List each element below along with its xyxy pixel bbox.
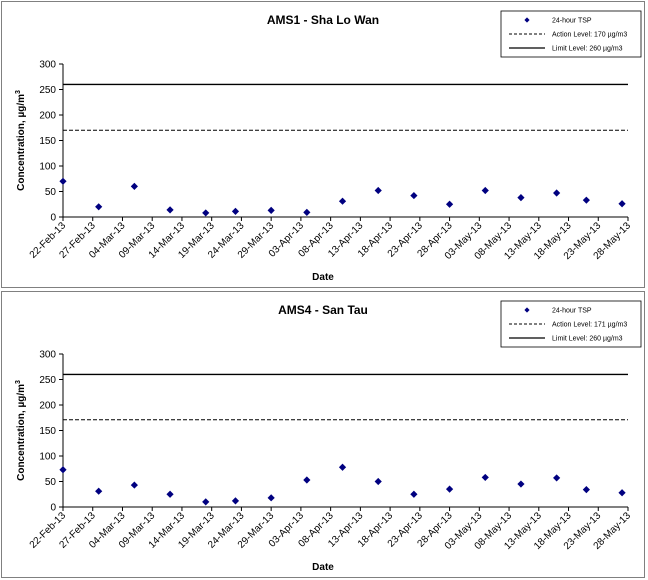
data-point — [338, 197, 347, 205]
legend-label-action: Action Level: 170 µg/m3 — [552, 32, 627, 39]
data-point — [618, 200, 626, 208]
legend-label-tsp: 24-hour TSP — [552, 18, 592, 25]
chart-panel-ams4: AMS4 - San Tau 0 50 100 150 200 250 300 22-Feb-1… — [1, 291, 645, 578]
data-point — [59, 466, 67, 474]
data-point — [166, 206, 174, 214]
data-point — [267, 494, 275, 502]
data-point — [618, 489, 626, 497]
y-tick-label: 200 — [39, 111, 56, 122]
data-point — [481, 473, 489, 482]
data-point — [374, 186, 382, 195]
data-point — [582, 196, 590, 204]
chart-ams1: AMS1 - Sha Lo Wan05010015020025030022-Fe… — [15, 10, 642, 283]
data-point — [410, 191, 418, 200]
data-point — [95, 487, 103, 495]
chart-title: AMS4 - San Tau — [278, 303, 368, 317]
y-tick-label: 150 — [39, 426, 56, 437]
y-tick-label: 0 — [50, 213, 56, 224]
data-point — [481, 186, 489, 195]
legend-label-limit: Limit Level: 260 µg/m3 — [552, 336, 623, 343]
legend-marker-tsp — [524, 17, 530, 23]
data-point — [517, 480, 525, 488]
y-axis-title-main: Concentration, µg/m — [16, 384, 27, 481]
data-point — [338, 463, 347, 471]
data-point — [553, 189, 561, 197]
data-point — [445, 485, 454, 493]
data-point — [374, 477, 382, 486]
y-tick-label: 100 — [39, 162, 56, 173]
data-point — [267, 206, 275, 214]
y-tick-label: 100 — [39, 452, 56, 463]
y-tick-label: 300 — [39, 350, 56, 361]
data-point — [517, 194, 525, 202]
y-tick-label: 50 — [45, 187, 57, 198]
data-point — [303, 476, 311, 484]
legend-marker-tsp — [524, 307, 530, 313]
legend-label-limit: Limit Level: 260 µg/m3 — [552, 46, 623, 53]
data-point — [95, 203, 103, 211]
chart-ams4: AMS4 - San Tau05010015020025030022-Feb-1… — [15, 300, 642, 573]
data-point — [303, 208, 311, 217]
legend-label-action: Action Level: 171 µg/m3 — [552, 322, 627, 329]
y-tick-label: 250 — [39, 85, 56, 96]
y-axis-title: Concentration, µg/m3 — [15, 380, 27, 481]
chart-title: AMS1 - Sha Lo Wan — [267, 13, 379, 27]
y-tick-label: 150 — [39, 136, 56, 147]
y-tick-label: 0 — [50, 503, 56, 514]
x-axis-title: Date — [312, 562, 334, 573]
y-tick-label: 50 — [45, 477, 57, 488]
y-tick-label: 200 — [39, 401, 56, 412]
data-point — [202, 209, 210, 217]
data-point — [410, 490, 418, 498]
legend-label-tsp: 24-hour TSP — [552, 308, 592, 315]
y-axis-title-superscript: 3 — [15, 380, 22, 384]
y-tick-label: 250 — [39, 375, 56, 386]
data-point — [231, 207, 240, 215]
y-axis-title-main: Concentration, µg/m — [16, 94, 27, 191]
y-axis-title-group: Concentration, µg/m3 — [15, 90, 27, 191]
data-point — [202, 498, 210, 506]
y-axis-title: Concentration, µg/m3 — [15, 90, 27, 191]
data-point — [582, 486, 590, 494]
chart-panel-ams1: AMS1 - Sha Lo Wan 0 50 100 150 200 250 300 22-Fe… — [1, 1, 645, 288]
data-point — [231, 497, 240, 505]
data-point — [166, 490, 174, 498]
y-tick-label: 300 — [39, 60, 56, 71]
data-point — [553, 474, 561, 482]
data-point — [130, 481, 138, 489]
y-axis-title-group: Concentration, µg/m3 — [15, 380, 27, 481]
x-axis-title: Date — [312, 272, 334, 283]
data-point — [445, 200, 454, 208]
data-point — [59, 177, 67, 185]
y-axis-title-superscript: 3 — [15, 90, 22, 94]
data-point — [130, 182, 138, 190]
